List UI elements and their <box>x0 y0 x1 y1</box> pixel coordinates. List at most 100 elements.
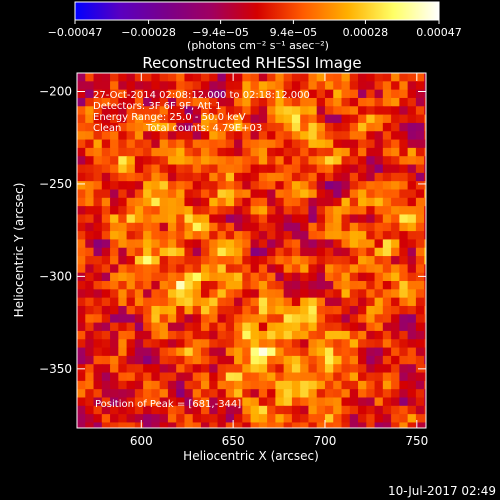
heatmap-cell <box>291 147 301 157</box>
heatmap-cell <box>234 147 243 157</box>
heatmap-cell <box>432 414 441 423</box>
heatmap-cell <box>349 305 359 315</box>
heatmap-cell <box>349 239 359 249</box>
heatmap-cell <box>324 397 334 407</box>
heatmap-cell <box>333 106 343 116</box>
heatmap-cell <box>110 339 119 349</box>
heatmap-cell <box>300 405 310 415</box>
heatmap-cell <box>176 73 186 82</box>
heatmap-cell <box>374 305 384 315</box>
heatmap-cell <box>341 97 351 107</box>
heatmap-cell <box>300 106 310 116</box>
heatmap-cell <box>275 181 285 191</box>
heatmap-cell <box>184 231 194 241</box>
heatmap-cell <box>85 122 95 132</box>
heatmap-cell <box>110 289 119 299</box>
heatmap-cell <box>118 156 128 166</box>
heatmap-cell <box>349 89 359 99</box>
heatmap-cell <box>151 189 161 199</box>
heatmap-cell <box>283 372 293 382</box>
heatmap-cell <box>209 172 219 182</box>
heatmap-cell <box>291 156 301 166</box>
heatmap-cell <box>93 264 103 274</box>
heatmap-cell <box>366 264 376 274</box>
heatmap-cell <box>349 214 359 224</box>
heatmap-cell <box>159 181 169 191</box>
heatmap-cell <box>300 206 310 216</box>
heatmap-cell <box>275 73 285 82</box>
heatmap-cell <box>118 164 128 174</box>
heatmap-cell <box>250 73 260 82</box>
heatmap-cell <box>134 231 144 241</box>
heatmap-cell <box>267 431 276 440</box>
heatmap-cell <box>192 289 202 299</box>
heatmap-cell <box>184 172 194 182</box>
heatmap-cell <box>159 122 169 132</box>
heatmap-cell <box>118 181 128 191</box>
heatmap-cell <box>333 197 343 207</box>
heatmap-cell <box>300 89 310 99</box>
heatmap-cell <box>324 297 334 307</box>
heatmap-cell <box>258 131 268 141</box>
heatmap-cell <box>209 314 219 324</box>
heatmap-cell <box>300 264 310 274</box>
heatmap-cell <box>407 231 417 241</box>
heatmap-cell <box>424 164 426 174</box>
heatmap-cell <box>184 272 194 282</box>
heatmap-cell <box>209 181 219 191</box>
heatmap-cell <box>407 314 417 324</box>
heatmap-cell <box>209 197 219 207</box>
heatmap-cell <box>143 355 152 365</box>
heatmap-cell <box>258 322 268 332</box>
heatmap-cell <box>358 330 367 340</box>
heatmap-cell <box>159 247 169 257</box>
heatmap-cell <box>234 322 243 332</box>
heatmap-cell <box>184 431 193 440</box>
heatmap-cell <box>324 305 334 315</box>
heatmap-cell <box>242 147 252 157</box>
heatmap-cell <box>267 264 276 274</box>
heatmap-cell <box>217 122 227 132</box>
heatmap-cell <box>283 206 293 216</box>
heatmap-cell <box>432 397 441 406</box>
heatmap-cell <box>192 147 202 157</box>
heatmap-cell <box>399 189 409 199</box>
heatmap-cell <box>258 197 268 207</box>
heatmap-cell <box>101 289 111 299</box>
heatmap-cell <box>349 106 359 116</box>
heatmap-cell <box>217 414 227 424</box>
heatmap-cell <box>283 281 293 290</box>
heatmap-cell <box>151 73 161 82</box>
heatmap-cell <box>118 222 128 232</box>
heatmap-cell <box>234 380 243 390</box>
heatmap-cell <box>225 164 235 174</box>
heatmap-cell <box>374 347 384 357</box>
heatmap-cell <box>258 389 268 399</box>
heatmap-cell <box>167 380 177 390</box>
heatmap-cell <box>258 122 268 132</box>
heatmap-cell <box>291 231 301 241</box>
heatmap-cell <box>151 164 161 174</box>
heatmap-cell <box>209 122 219 132</box>
heatmap-cell <box>267 73 276 82</box>
heatmap-cell <box>250 405 260 415</box>
heatmap-cell <box>85 239 95 249</box>
heatmap-cell <box>110 122 119 132</box>
heatmap-cell <box>143 156 152 166</box>
heatmap-cell <box>358 281 367 290</box>
heatmap-cell <box>110 330 119 340</box>
heatmap-cell <box>350 431 359 440</box>
heatmap-cell <box>184 355 194 365</box>
heatmap-cell <box>267 380 276 390</box>
heatmap-cell <box>209 239 219 249</box>
heatmap-cell <box>374 89 384 99</box>
heatmap-cell <box>250 364 260 374</box>
heatmap-cell <box>291 347 301 357</box>
heatmap-cell <box>126 156 136 166</box>
heatmap-cell <box>300 281 310 290</box>
heatmap-cell <box>308 114 318 124</box>
heatmap-cell <box>85 214 95 224</box>
heatmap-cell <box>267 322 276 332</box>
heatmap-cell <box>341 181 351 191</box>
heatmap-cell <box>143 214 152 224</box>
